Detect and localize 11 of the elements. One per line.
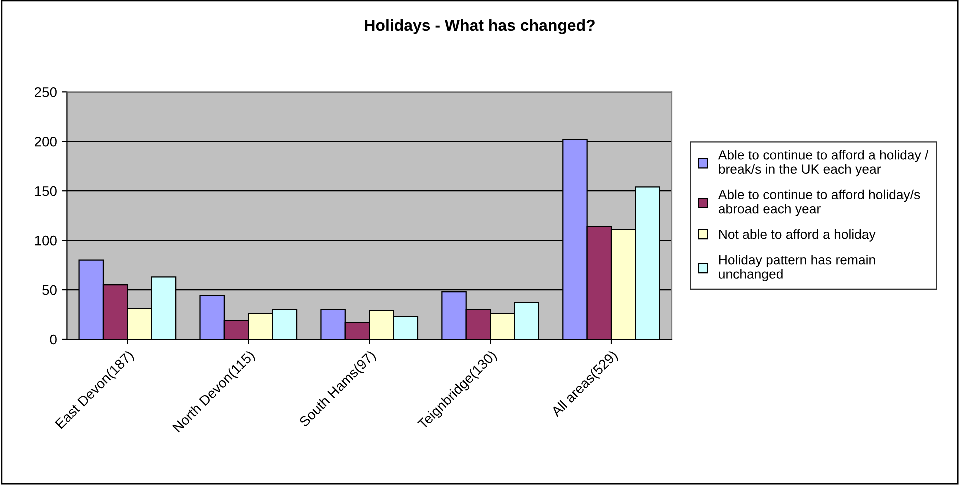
y-tick-label: 150 (35, 186, 57, 196)
y-tick-label: 100 (35, 236, 57, 246)
legend-label: Not able to afford a holiday (719, 230, 876, 242)
chart-title: Holidays - What has changed? (365, 19, 595, 34)
legend-label: Able to continue to afford holiday/s abroad each year (718, 190, 920, 216)
legend-label: Holiday pattern has remain unchanged (719, 255, 876, 282)
y-tick-label: 200 (35, 136, 57, 147)
y-tick-label: 50 (42, 285, 57, 296)
y-tick-label: 250 (35, 87, 57, 98)
legend-label: Able to continue to afford a holiday / break/s in the UK each year (718, 150, 929, 177)
y-tick-label: 0 (50, 334, 57, 345)
